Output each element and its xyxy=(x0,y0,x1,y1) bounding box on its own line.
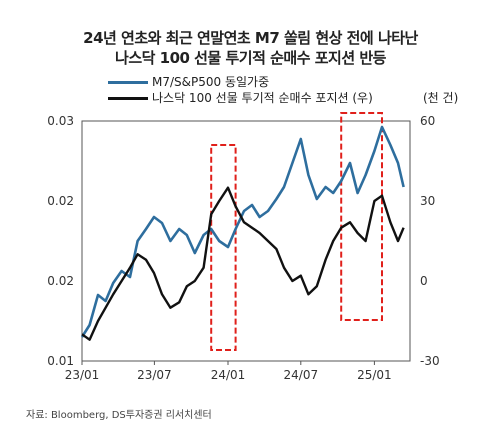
chart-subtitle: 나스닥 100 선물 투기적 순매수 포지션 반등 xyxy=(115,49,386,67)
y-left-tick-label: 0.01 xyxy=(47,354,74,368)
highlight-box xyxy=(340,112,384,321)
y-left-tick-label: 0.03 xyxy=(47,114,74,128)
x-tick-label: 23/01 xyxy=(65,368,100,382)
y-left-tick-label: 0.02 xyxy=(47,274,74,288)
series-line-m7 xyxy=(80,125,405,338)
series-line-nasdaq xyxy=(81,186,405,341)
source-note: 자료: Bloomberg, DS투자증권 리서치센터 xyxy=(26,410,212,421)
y-right-tick-label: 60 xyxy=(420,114,435,128)
legend-label-nasdaq: 나스닥 100 선물 투기적 순매수 포지션 (우) xyxy=(152,91,373,105)
legend-label-m7: M7/S&P500 동일가중 xyxy=(152,75,270,89)
legend-item-nasdaq: 나스닥 100 선물 투기적 순매수 포지션 (우) xyxy=(108,89,373,106)
x-tick-label: 24/07 xyxy=(284,368,319,382)
highlight-box xyxy=(210,144,237,351)
chart-title: 24년 연초와 최근 연말연초 M7 쏠림 현상 전에 나타난 xyxy=(83,29,418,47)
y-left-tick-label: 0.02 xyxy=(47,194,74,208)
legend-item-m7: M7/S&P500 동일가중 xyxy=(108,73,269,90)
x-tick-label: 25/01 xyxy=(357,368,392,382)
y-right-tick-label: 0 xyxy=(420,274,428,288)
x-tick-label: 23/07 xyxy=(137,368,172,382)
y-right-tick-label: -30 xyxy=(420,354,440,368)
plot-frame xyxy=(81,120,411,362)
right-axis-unit: (천 건) xyxy=(423,91,459,105)
y-right-tick-label: 30 xyxy=(420,194,435,208)
legend-swatch-nasdaq xyxy=(108,97,148,100)
x-tick-label: 24/01 xyxy=(211,368,246,382)
legend-swatch-m7 xyxy=(108,81,148,84)
